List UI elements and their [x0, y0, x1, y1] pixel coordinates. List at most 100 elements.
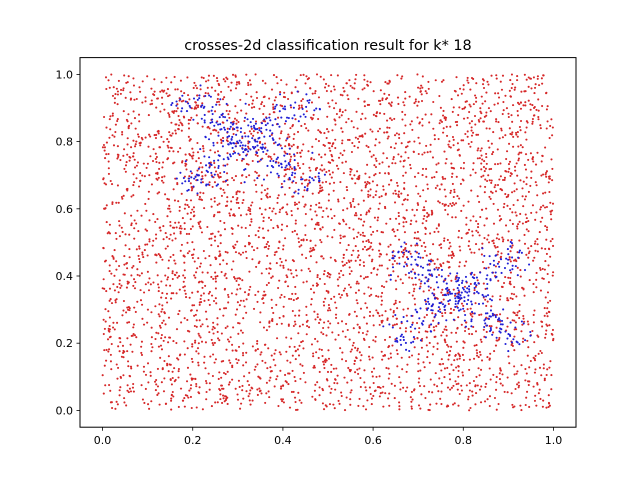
data-point-red: [511, 120, 514, 123]
data-point-red: [208, 110, 211, 113]
data-point-red: [139, 179, 142, 183]
data-point-red: [413, 337, 416, 340]
data-point-red: [511, 211, 514, 214]
data-point-red: [547, 310, 550, 313]
data-point-red: [196, 193, 199, 197]
data-point-red: [462, 139, 465, 142]
data-point-red: [216, 101, 219, 104]
data-point-red: [421, 256, 425, 259]
data-point-red: [236, 240, 239, 243]
data-point-red: [187, 135, 190, 138]
data-point-red: [248, 288, 251, 291]
data-point-red: [424, 396, 427, 400]
data-point-blue: [462, 307, 465, 310]
data-point-red: [374, 165, 378, 169]
data-point-red: [128, 387, 131, 390]
data-point-red: [532, 321, 535, 324]
data-point-blue: [399, 338, 402, 342]
x-tick-label: 0.6: [364, 434, 382, 447]
data-point-red: [133, 334, 137, 337]
data-point-red: [408, 356, 411, 359]
data-point-red: [155, 378, 158, 382]
data-point-blue: [315, 107, 318, 110]
data-point-red: [327, 291, 330, 294]
data-point-red: [108, 223, 111, 226]
data-point-red: [315, 214, 318, 217]
data-point-red: [429, 150, 432, 153]
data-point-red: [437, 137, 440, 141]
data-point-red: [118, 224, 121, 227]
data-point-red: [418, 122, 421, 125]
data-point-red: [170, 397, 173, 400]
data-point-blue: [458, 283, 461, 287]
data-point-blue: [271, 132, 274, 135]
data-point-red: [145, 166, 148, 169]
data-point-red: [446, 238, 449, 241]
data-point-red: [207, 372, 210, 375]
data-point-blue: [509, 269, 512, 272]
data-point-red: [139, 172, 142, 175]
data-point-red: [218, 308, 221, 311]
data-point-red: [274, 364, 277, 367]
data-point-red: [491, 153, 494, 156]
data-point-red: [409, 396, 412, 399]
data-point-red: [409, 123, 412, 126]
data-point-red: [318, 202, 321, 205]
data-point-red: [516, 370, 519, 373]
data-point-red: [159, 229, 162, 232]
data-point-red: [183, 276, 187, 279]
data-point-red: [194, 313, 197, 316]
data-point-red: [410, 244, 413, 247]
data-point-red: [363, 78, 366, 81]
data-point-blue: [468, 288, 471, 291]
data-point-red: [111, 201, 114, 204]
data-point-red: [550, 374, 553, 377]
data-point-blue: [464, 313, 467, 317]
data-point-red: [183, 289, 186, 292]
data-point-red: [249, 224, 252, 227]
x-tick-label: 0.8: [455, 434, 473, 447]
data-point-red: [309, 255, 312, 258]
data-point-red: [117, 366, 120, 369]
data-point-red: [472, 379, 475, 383]
data-point-red: [514, 211, 517, 214]
data-point-red: [406, 194, 409, 197]
data-point-red: [116, 93, 119, 96]
data-point-red: [304, 224, 307, 227]
data-point-blue: [392, 257, 395, 260]
data-point-blue: [459, 308, 462, 311]
data-point-red: [348, 138, 351, 142]
data-point-red: [366, 180, 369, 183]
data-point-red: [221, 121, 224, 124]
data-point-red: [307, 326, 311, 329]
data-point-red: [460, 384, 463, 387]
data-point-red: [527, 76, 530, 79]
data-point-red: [520, 151, 523, 154]
data-point-red: [322, 326, 325, 330]
data-point-red: [372, 196, 375, 199]
data-point-red: [330, 370, 333, 374]
data-point-red: [510, 114, 513, 117]
data-point-red: [116, 184, 119, 187]
data-point-red: [488, 127, 491, 130]
data-point-red: [392, 156, 395, 159]
data-point-red: [237, 81, 241, 84]
data-point-red: [247, 81, 250, 84]
data-point-red: [486, 300, 489, 303]
data-point-red: [237, 201, 240, 204]
data-point-blue: [288, 163, 291, 166]
data-point-red: [364, 117, 367, 120]
data-point-red: [491, 191, 494, 194]
data-point-red: [108, 384, 111, 387]
data-point-blue: [466, 291, 469, 294]
data-point-red: [431, 259, 434, 262]
data-point-red: [326, 235, 329, 238]
data-point-red: [163, 377, 166, 380]
data-point-red: [192, 210, 195, 213]
data-point-red: [368, 254, 371, 257]
data-point-red: [133, 237, 136, 240]
data-point-red: [485, 152, 488, 155]
data-point-red: [462, 304, 465, 307]
data-point-red: [354, 245, 357, 248]
data-point-red: [523, 163, 526, 166]
